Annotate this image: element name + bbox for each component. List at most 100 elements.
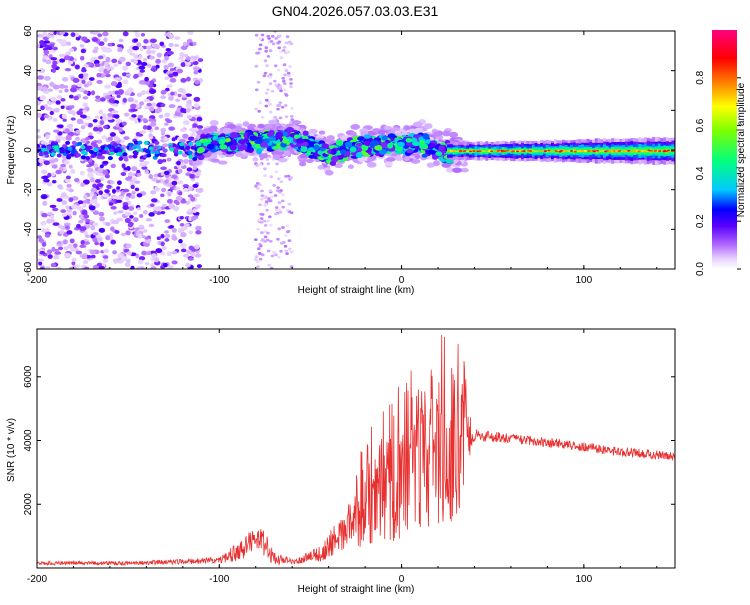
heatmap-cell [102, 160, 109, 165]
heatmap-cell [414, 154, 421, 160]
heatmap-cell [277, 201, 282, 204]
heatmap-cell [76, 83, 83, 88]
heatmap-cell [82, 260, 89, 265]
heatmap-cell [177, 180, 184, 185]
heatmap-cell [159, 41, 165, 46]
heatmap-cell [89, 177, 95, 183]
heatmap-cell [190, 216, 197, 221]
heatmap-cell [150, 190, 157, 195]
heatmap-cell [55, 100, 61, 105]
heatmap-cell [61, 200, 68, 205]
heatmap-cell [238, 143, 248, 150]
heatmap-cell [150, 266, 157, 269]
heatmap-cell [168, 225, 175, 229]
heatmap-cell [256, 187, 260, 190]
heatmap-cell [114, 114, 120, 119]
heatmap-cell [196, 125, 204, 129]
heatmap-cell [404, 125, 411, 131]
heatmap-cell [264, 104, 269, 108]
heatmap-cell [52, 84, 60, 90]
heatmap-cell [145, 170, 150, 175]
heatmap-cell [137, 207, 142, 211]
heatmap-cell [57, 124, 64, 129]
heatmap-cell [60, 209, 67, 213]
heatmap-cell [285, 224, 290, 228]
heatmap-cell [138, 54, 143, 60]
heatmap-cell [268, 199, 273, 203]
heatmap-cell [140, 61, 148, 67]
heatmap-cell [117, 210, 124, 214]
heatmap-cell [45, 106, 52, 111]
heatmap-cell [59, 230, 65, 235]
heatmap-cell [263, 235, 268, 239]
heatmap-cell [86, 167, 94, 173]
heatmap-cell [146, 102, 152, 107]
heatmap-cell [71, 261, 76, 266]
heatmap-cell [93, 163, 99, 169]
heatmap-cell [264, 46, 269, 50]
heatmap-cell [107, 156, 113, 161]
heatmap-cell [83, 241, 91, 245]
heatmap-cell [71, 149, 76, 154]
heatmap-cell [274, 206, 279, 209]
heatmap-cell [164, 122, 169, 126]
heatmap-cell [82, 102, 88, 107]
heatmap-cell [452, 167, 463, 173]
heatmap-cell [290, 118, 295, 121]
heatmap-cell [49, 31, 54, 35]
heatmap-cell [286, 174, 291, 178]
heatmap-cell [53, 31, 58, 35]
heatmap-cell [263, 230, 268, 233]
heatmap-cell [103, 68, 108, 74]
heatmap-cell [284, 249, 289, 253]
heatmap-cell [123, 136, 130, 140]
heatmap-cell [80, 182, 85, 188]
heatmap-cell [37, 128, 41, 133]
heatmap-cell [263, 224, 268, 227]
heatmap-cell [83, 266, 90, 269]
heatmap-cell [50, 57, 58, 61]
heatmap-cell [50, 214, 55, 219]
heatmap-cell [284, 175, 288, 178]
heatmap-cell [94, 98, 102, 103]
heatmap-cell [275, 131, 284, 138]
heatmap-cell [254, 258, 258, 261]
heatmap-cell [169, 67, 175, 72]
heatmap-cell [156, 52, 163, 58]
heatmap-cell [180, 226, 188, 231]
heatmap-cell [70, 32, 76, 38]
heatmap-cell [238, 139, 247, 145]
heatmap-cell [284, 69, 289, 73]
heatmap-cell [118, 127, 124, 133]
heatmap-cell [83, 214, 90, 219]
heatmap-cell [125, 196, 130, 201]
heatmap-cell [279, 249, 283, 253]
heatmap-cell [41, 144, 47, 149]
heatmap-cell [265, 208, 269, 212]
heatmap-cell [269, 266, 274, 269]
heatmap-cell [269, 239, 273, 243]
heatmap-cell [103, 125, 109, 129]
heatmap-cell [142, 57, 147, 62]
heatmap-cell [130, 108, 138, 112]
heatmap-cell [38, 158, 44, 164]
heatmap-cell [282, 45, 287, 49]
heatmap-cell [284, 94, 289, 97]
heatmap-cell [377, 129, 386, 136]
heatmap-cell [148, 107, 155, 112]
heatmap-cell [186, 114, 193, 120]
heatmap-cell [308, 147, 315, 152]
heatmap-cell [67, 146, 73, 151]
heatmap-cell [110, 205, 117, 210]
heatmap-cell [38, 261, 43, 266]
heatmap-cell [115, 123, 121, 128]
heatmap-cell [80, 239, 85, 245]
heatmap-cell [101, 113, 107, 118]
heatmap-cell [105, 48, 113, 53]
heatmap-cell [80, 114, 87, 119]
heatmap-cell [272, 154, 281, 160]
heatmap-cell [133, 151, 139, 156]
heatmap-cell [446, 166, 454, 173]
heatmap-cell [37, 258, 45, 262]
heatmap-cell [118, 156, 124, 161]
